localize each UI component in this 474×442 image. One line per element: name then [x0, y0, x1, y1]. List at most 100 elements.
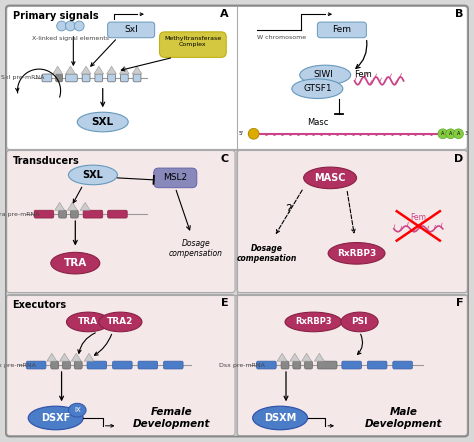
Polygon shape [80, 202, 90, 210]
FancyBboxPatch shape [56, 74, 63, 82]
Polygon shape [84, 353, 94, 361]
Text: Sxl: Sxl [124, 25, 138, 34]
Text: Fem: Fem [332, 25, 351, 34]
FancyBboxPatch shape [393, 361, 412, 369]
Text: 3': 3' [465, 131, 470, 136]
Polygon shape [72, 353, 81, 361]
Circle shape [454, 129, 464, 139]
Text: B: B [455, 9, 464, 19]
FancyBboxPatch shape [87, 361, 107, 369]
Polygon shape [277, 353, 287, 361]
Text: F: F [456, 298, 464, 309]
FancyBboxPatch shape [133, 74, 141, 82]
FancyBboxPatch shape [7, 150, 235, 293]
Text: SXL: SXL [82, 170, 103, 180]
Text: DSXF: DSXF [41, 413, 70, 423]
Polygon shape [119, 66, 129, 74]
FancyBboxPatch shape [293, 361, 301, 369]
Ellipse shape [304, 167, 356, 189]
Text: RxRBP3: RxRBP3 [295, 317, 332, 327]
Text: SXL: SXL [91, 117, 114, 127]
FancyBboxPatch shape [318, 22, 366, 38]
Polygon shape [132, 66, 142, 74]
FancyBboxPatch shape [281, 361, 289, 369]
Text: RxRBP3: RxRBP3 [337, 249, 376, 258]
Circle shape [57, 21, 66, 31]
Text: A: A [219, 9, 228, 19]
Polygon shape [47, 353, 57, 361]
FancyBboxPatch shape [164, 361, 183, 369]
Text: IX: IX [74, 407, 81, 413]
FancyBboxPatch shape [305, 361, 312, 369]
Text: Primary signals: Primary signals [13, 11, 98, 21]
FancyBboxPatch shape [367, 361, 387, 369]
Text: GTSF1: GTSF1 [303, 84, 332, 93]
Text: MASC: MASC [314, 173, 346, 183]
Ellipse shape [341, 312, 378, 332]
FancyBboxPatch shape [154, 168, 197, 188]
FancyBboxPatch shape [108, 22, 155, 38]
Ellipse shape [300, 65, 351, 85]
FancyBboxPatch shape [82, 74, 90, 82]
FancyBboxPatch shape [256, 361, 276, 369]
Text: Fem: Fem [410, 213, 426, 221]
Text: Dosage
compensation: Dosage compensation [236, 244, 297, 263]
Text: MSL2: MSL2 [163, 173, 187, 183]
Text: A: A [457, 131, 460, 136]
Polygon shape [53, 66, 63, 74]
Ellipse shape [328, 243, 385, 264]
Polygon shape [60, 353, 69, 361]
FancyBboxPatch shape [83, 210, 103, 218]
Circle shape [248, 128, 259, 139]
Ellipse shape [99, 312, 142, 332]
FancyBboxPatch shape [34, 210, 54, 218]
FancyBboxPatch shape [108, 210, 127, 218]
Text: 5': 5' [238, 131, 244, 136]
Polygon shape [65, 66, 75, 74]
FancyBboxPatch shape [237, 294, 467, 436]
Ellipse shape [292, 79, 343, 99]
FancyBboxPatch shape [63, 361, 71, 369]
FancyBboxPatch shape [342, 361, 362, 369]
FancyBboxPatch shape [51, 361, 59, 369]
Text: Dsx pre-mRNA: Dsx pre-mRNA [0, 362, 36, 368]
FancyBboxPatch shape [138, 361, 158, 369]
Text: Dsx pre-mRNA: Dsx pre-mRNA [219, 362, 265, 368]
Text: SIWI: SIWI [313, 70, 333, 80]
Text: Sxl pre-mRNA: Sxl pre-mRNA [0, 76, 44, 80]
Polygon shape [314, 353, 324, 361]
Text: X-linked signal elements: X-linked signal elements [32, 36, 109, 41]
Text: Fem: Fem [355, 70, 373, 80]
Text: W chromosome: W chromosome [256, 35, 306, 40]
Ellipse shape [253, 406, 308, 430]
FancyBboxPatch shape [42, 74, 52, 82]
Ellipse shape [68, 165, 118, 185]
Text: C: C [220, 154, 228, 164]
Polygon shape [107, 66, 117, 74]
Text: ?: ? [285, 203, 291, 216]
Circle shape [65, 21, 75, 31]
FancyBboxPatch shape [7, 6, 467, 149]
FancyBboxPatch shape [26, 361, 46, 369]
Ellipse shape [51, 252, 100, 274]
FancyBboxPatch shape [59, 210, 66, 218]
Ellipse shape [66, 312, 109, 332]
FancyBboxPatch shape [120, 74, 128, 82]
Text: D: D [454, 154, 464, 164]
FancyBboxPatch shape [71, 210, 78, 218]
Circle shape [74, 21, 84, 31]
Ellipse shape [285, 312, 342, 332]
FancyBboxPatch shape [160, 32, 226, 57]
Text: DSXM: DSXM [264, 413, 296, 423]
Text: Dosage
compensation: Dosage compensation [169, 239, 223, 258]
Text: PSI: PSI [351, 317, 368, 327]
Text: Methyltransferase
Complex: Methyltransferase Complex [164, 36, 221, 47]
Text: TRA: TRA [64, 258, 87, 268]
Text: E: E [220, 298, 228, 309]
Ellipse shape [68, 403, 86, 417]
Circle shape [438, 129, 448, 139]
FancyBboxPatch shape [237, 150, 467, 293]
Polygon shape [290, 353, 300, 361]
FancyBboxPatch shape [108, 74, 116, 82]
Polygon shape [94, 66, 104, 74]
